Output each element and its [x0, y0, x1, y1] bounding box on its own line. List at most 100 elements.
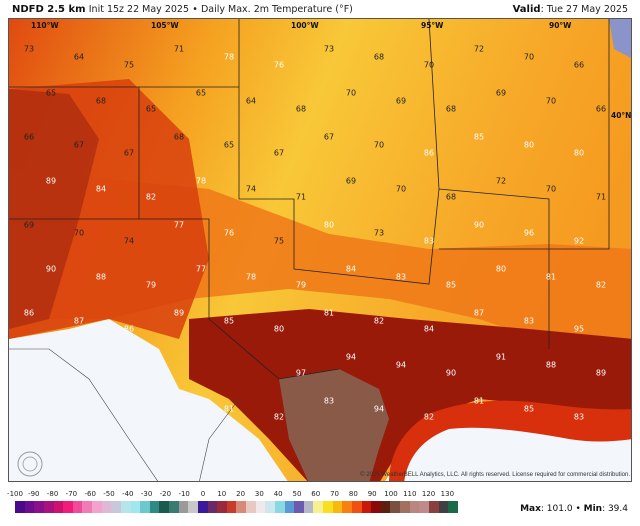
temperature-map: 73 64 75 71 78 76 73 68 70 72 70 66 65 68 65 65 64 68 70 69… — [8, 18, 632, 482]
temperature-label: 68 — [173, 132, 185, 142]
temperature-label: 76 — [273, 60, 285, 70]
colorbar-segment — [101, 501, 112, 513]
temperature-label: 70 — [545, 96, 557, 106]
temperature-label: 94 — [373, 404, 385, 414]
valid-label: Valid — [512, 4, 541, 15]
temperature-label: 81 — [223, 404, 235, 414]
colorbar-tick-label: -30 — [140, 490, 153, 498]
temperature-label: 68 — [95, 96, 107, 106]
temperature-label: 67 — [273, 148, 285, 158]
temperature-label: 83 — [323, 396, 335, 406]
temperature-label: 89 — [595, 368, 607, 378]
colorbar-tick-label: 0 — [200, 490, 206, 498]
temperature-label: 84 — [345, 264, 357, 274]
temperature-label: 78 — [223, 52, 235, 62]
colorbar-tick-label: 120 — [421, 490, 436, 498]
colorbar-segment — [438, 501, 449, 513]
colorbar-tick-label: 130 — [440, 490, 455, 498]
temperature-label: 68 — [445, 104, 457, 114]
colorbar-segment — [63, 501, 73, 513]
colorbar-segment — [409, 501, 420, 513]
temperature-label: 88 — [545, 360, 557, 370]
temperature-label: 67 — [323, 132, 335, 142]
colorbar-tick-label: 50 — [292, 490, 302, 498]
longitude-label: 105°W — [151, 21, 179, 30]
temperature-label: 91 — [495, 352, 507, 362]
state-borders — [9, 19, 610, 380]
colorbar-segment — [72, 501, 83, 513]
logo-swirl-icon — [17, 451, 43, 477]
temperature-label: 68 — [373, 52, 385, 62]
temperature-label: 70 — [395, 184, 407, 194]
temperature-label: 92 — [573, 236, 585, 246]
colorbar-segment — [130, 501, 141, 513]
colorbar-tick-label: 100 — [384, 490, 398, 498]
temperature-label: 76 — [223, 228, 235, 238]
temperature-label: 65 — [45, 88, 57, 98]
colorbar-tick-label: -100 — [7, 490, 23, 498]
temperature-label: 88 — [95, 272, 107, 282]
colorbar-tick-label: -50 — [103, 490, 115, 498]
temperature-label: 71 — [595, 192, 607, 202]
temperature-label: 73 — [23, 44, 35, 54]
colorbar-segment — [274, 501, 285, 513]
temperature-label: 81 — [323, 308, 335, 318]
temperature-label: 97 — [295, 368, 307, 378]
temperature-label: 82 — [373, 316, 385, 326]
colorbar-segment — [371, 501, 381, 513]
map-title: NDFD 2.5 km Init 15z 22 May 2025 • Daily… — [12, 4, 353, 15]
temperature-label: 89 — [45, 176, 57, 186]
temperature-label: 78 — [195, 176, 207, 186]
temperature-label: 74 — [245, 184, 257, 194]
min-value: : 39.4 — [602, 504, 628, 514]
temperature-label: 82 — [423, 412, 435, 422]
colorbar-segment — [217, 501, 227, 513]
colorbar — [15, 501, 458, 513]
temperature-label: 72 — [473, 44, 485, 54]
temperature-label: 85 — [223, 316, 235, 326]
colorbar-segment — [332, 501, 343, 513]
temperature-label: 83 — [573, 412, 585, 422]
temperature-label: 71 — [295, 192, 307, 202]
model-name: NDFD 2.5 km — [12, 4, 86, 15]
colorbar-segment — [342, 501, 352, 513]
colorbar-segment — [53, 501, 64, 513]
colorbar-tick-label: 60 — [311, 490, 321, 498]
colorbar-tick-label: 30 — [254, 490, 264, 498]
temperature-label: 82 — [595, 280, 607, 290]
temperature-label: 70 — [345, 88, 357, 98]
temperature-label: 73 — [323, 44, 335, 54]
colorbar-segment — [111, 501, 121, 513]
colorbar-tick-label: -90 — [28, 490, 40, 498]
colorbar-tick-label: 40 — [273, 490, 283, 498]
colorbar-segment — [361, 501, 372, 513]
temperature-field — [9, 19, 631, 481]
temperature-label: 65 — [223, 140, 235, 150]
temperature-label: 69 — [23, 220, 35, 230]
temperature-label: 78 — [245, 272, 257, 282]
colorbar-tick-label: 90 — [367, 490, 377, 498]
temperature-label: 79 — [145, 280, 157, 290]
temperature-label: 75 — [123, 60, 135, 70]
temperature-label: 81 — [473, 396, 485, 406]
colorbar-tick-label: -40 — [122, 490, 134, 498]
temperature-label: 77 — [173, 220, 185, 230]
temperature-label: 86 — [23, 308, 35, 318]
colorbar-segment — [419, 501, 429, 513]
colorbar-tick-label: -80 — [46, 490, 59, 498]
copyright-notice: © 2025 WeatherBELL Analytics, LLC. All r… — [360, 472, 630, 478]
max-value: : 101.0 — [540, 504, 573, 514]
temperature-label: 69 — [345, 176, 357, 186]
temperature-label: 64 — [73, 52, 85, 62]
temperature-label: 89 — [173, 308, 185, 318]
colorbar-segment — [24, 501, 35, 513]
colorbar-tick-label: 20 — [236, 490, 246, 498]
temperature-label: 65 — [195, 88, 207, 98]
temperature-label: 73 — [373, 228, 385, 238]
colorbar-segment — [15, 501, 25, 513]
temperature-label: 85 — [445, 280, 457, 290]
temperature-label: 86 — [423, 148, 435, 158]
temperature-label: 66 — [573, 60, 585, 70]
temperature-label: 66 — [595, 104, 607, 114]
init-time: Init 15z 22 May 2025 — [88, 4, 189, 15]
